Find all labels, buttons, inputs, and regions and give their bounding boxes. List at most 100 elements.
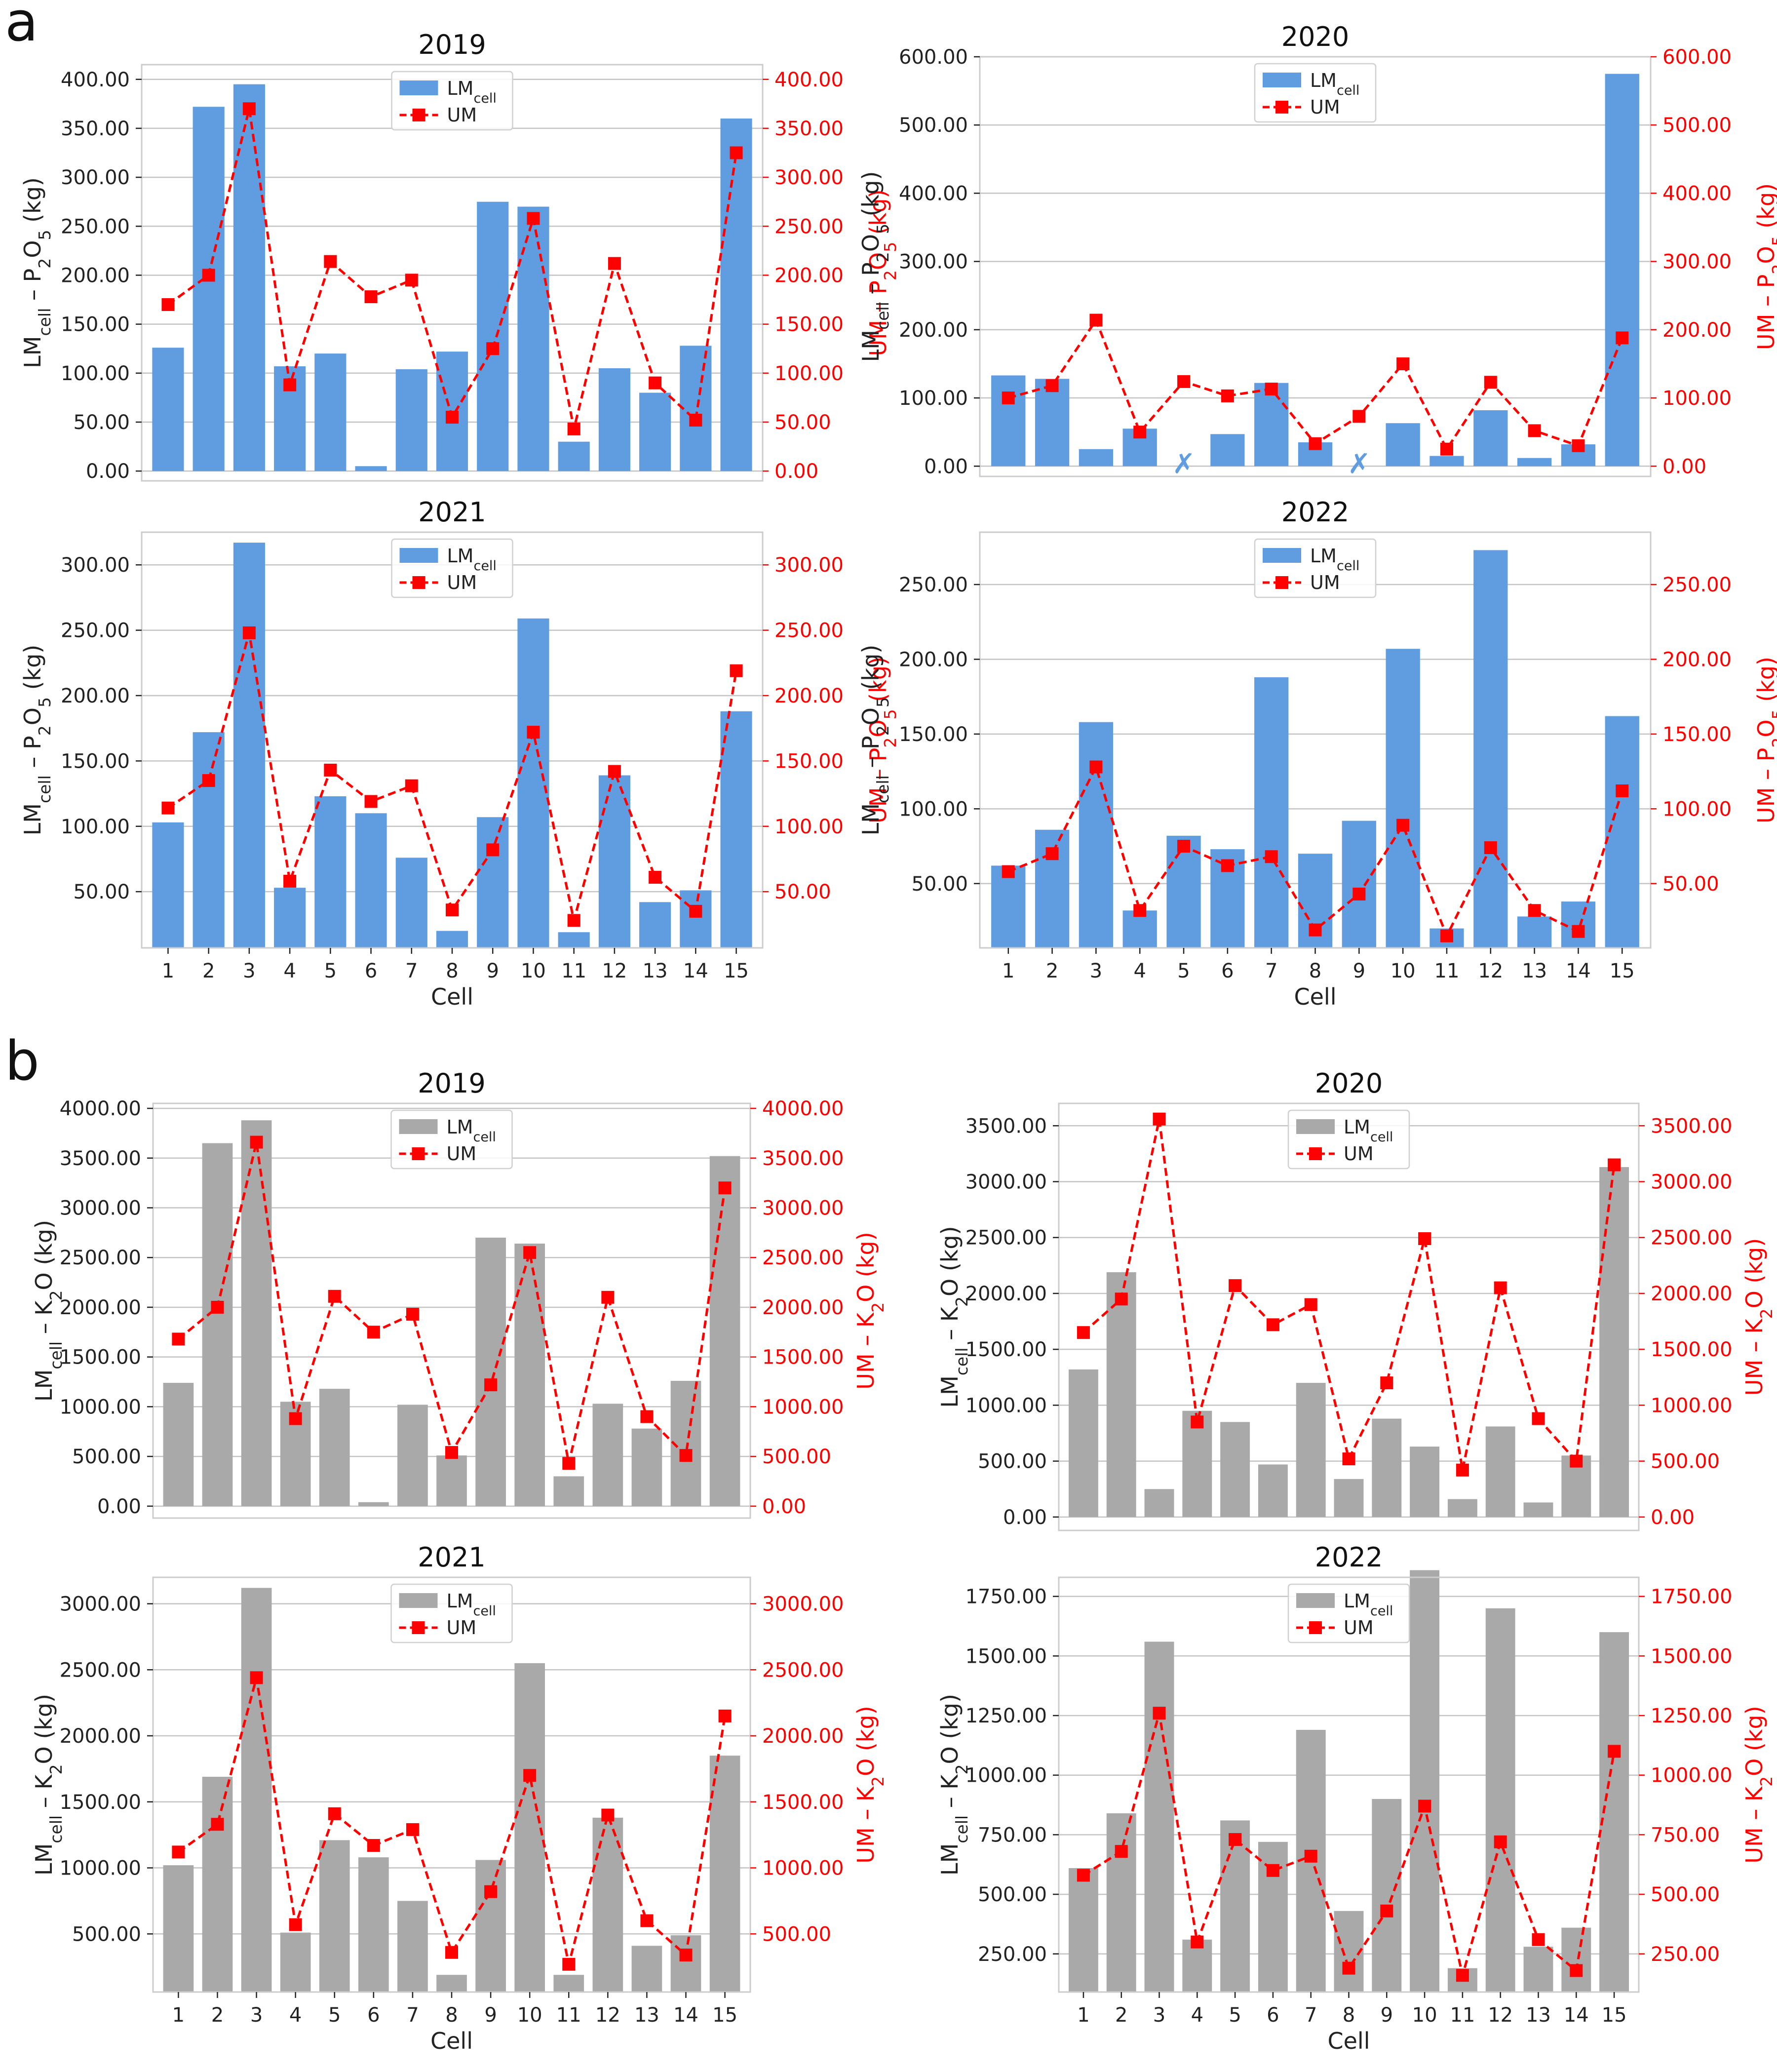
- y-tick-label-left: 250.00: [899, 574, 968, 596]
- x-tick-label: 12: [1488, 2004, 1513, 2027]
- um-point: [527, 726, 540, 739]
- x-tick-label: 14: [1566, 960, 1591, 982]
- um-point: [689, 904, 702, 918]
- um-point: [1266, 1318, 1279, 1331]
- y-tick-label-left: 2500.00: [966, 1227, 1047, 1250]
- um-point: [367, 1326, 380, 1339]
- y-tick-label-right: 200.00: [1662, 319, 1732, 342]
- x-tick-label: 3: [1153, 2004, 1165, 2027]
- um-point: [405, 779, 418, 792]
- chart-title: 2022: [1315, 1542, 1383, 1573]
- y-tick-label-right: 100.00: [1662, 798, 1732, 821]
- um-point: [1342, 1961, 1355, 1975]
- y-tick-label-left: 2000.00: [60, 1296, 141, 1319]
- um-point: [161, 298, 175, 311]
- um-point: [172, 1845, 185, 1859]
- legend-swatch-lmcell: [399, 548, 438, 563]
- bar: [1106, 1813, 1136, 1992]
- legend-swatch-lmcell: [399, 1119, 438, 1134]
- bar: [475, 1860, 506, 1992]
- um-point: [283, 874, 297, 888]
- x-tick-label: 6: [365, 960, 377, 982]
- um-point: [1304, 1849, 1317, 1863]
- plot-frame: [979, 56, 1652, 477]
- bar: [193, 107, 225, 471]
- um-point: [730, 146, 743, 159]
- um-point: [649, 376, 662, 390]
- y-tick-label-right: 2500.00: [762, 1247, 844, 1269]
- bar: [553, 1975, 584, 1992]
- y-tick-label-right: 400.00: [1662, 182, 1732, 205]
- bar: [1473, 410, 1508, 467]
- legend-swatch-um-marker: [1309, 1147, 1322, 1160]
- bar: [631, 1428, 662, 1506]
- x-tick-label: 4: [289, 2004, 302, 2027]
- bar: [1144, 1489, 1174, 1517]
- panel-label-a: a: [5, 0, 39, 53]
- y-tick-label-left: 400.00: [61, 69, 130, 91]
- x-tick-label: 7: [406, 2004, 419, 2027]
- um-point: [1221, 859, 1234, 872]
- y-tick-label-right: 0.00: [1662, 455, 1706, 478]
- bar: [1485, 1426, 1515, 1517]
- um-point: [486, 342, 500, 355]
- um-point: [1153, 1707, 1166, 1720]
- y-tick-label-right: 150.00: [1662, 723, 1732, 746]
- um-point: [242, 626, 256, 639]
- y-tick-label-right: 3500.00: [1651, 1115, 1732, 1137]
- y-axis-label-right: UM – K2O (kg): [852, 1706, 888, 1863]
- um-point: [562, 1457, 576, 1470]
- y-tick-label-right: 1000.00: [1651, 1764, 1732, 1787]
- bar: [314, 353, 347, 471]
- y-tick-label-left: 500.00: [72, 1446, 141, 1468]
- um-point: [1177, 375, 1191, 388]
- x-tick-label: 7: [1265, 960, 1277, 982]
- legend-label-lmcell: LMcell: [1310, 545, 1359, 574]
- bar: [1386, 649, 1420, 948]
- bar: [1106, 1272, 1136, 1517]
- um-point: [1380, 1376, 1393, 1390]
- x-tick-label: 6: [1221, 960, 1234, 982]
- um-point: [608, 765, 621, 778]
- bar: [1334, 1479, 1364, 1517]
- legend-swatch-um-marker: [412, 109, 425, 121]
- y-tick-label-right: 500.00: [762, 1923, 831, 1946]
- bar: [709, 1156, 740, 1506]
- y-tick-label-right: 300.00: [774, 554, 844, 577]
- y-tick-label-right: 100.00: [774, 816, 844, 838]
- um-point: [406, 1823, 419, 1836]
- legend-label-lmcell: LMcell: [447, 1590, 496, 1619]
- bar: [1517, 458, 1552, 467]
- um-point: [484, 1885, 498, 1898]
- y-tick-label-left: 500.00: [978, 1450, 1047, 1473]
- legend-label-um: UM: [1310, 96, 1340, 118]
- legend-swatch-lmcell: [399, 80, 438, 95]
- y-tick-label-left: 100.00: [899, 798, 968, 821]
- um-point: [364, 290, 378, 304]
- um-point: [446, 411, 459, 424]
- bar: [233, 84, 265, 471]
- x-tick-label: 5: [324, 960, 337, 982]
- bar: [1429, 456, 1464, 467]
- chart-title: 2019: [418, 29, 486, 60]
- bar: [1342, 821, 1376, 948]
- um-point: [1528, 904, 1541, 917]
- um-point: [1456, 1969, 1469, 1982]
- y-axis-label-left: LMcell – P2O5 (kg): [857, 645, 892, 836]
- y-tick-label-left: 150.00: [61, 313, 130, 336]
- chart-a-2021: 50.00 50.00 100.00 100.00 150.00 150.00 200.00…: [19, 497, 900, 1010]
- bar: [680, 346, 712, 471]
- um-point: [1608, 1745, 1621, 1758]
- bar: [558, 932, 590, 948]
- um-point: [649, 871, 662, 884]
- y-tick-label-left: 3500.00: [966, 1115, 1047, 1137]
- bar: [598, 368, 630, 471]
- y-tick-label-left: 100.00: [61, 362, 130, 385]
- um-point: [679, 1949, 693, 1962]
- y-tick-label-right: 150.00: [774, 750, 844, 773]
- um-point: [1456, 1463, 1469, 1477]
- bar: [193, 732, 225, 948]
- y-tick-label-right: 2500.00: [762, 1659, 844, 1681]
- x-tick-label: 1: [1077, 2004, 1089, 2027]
